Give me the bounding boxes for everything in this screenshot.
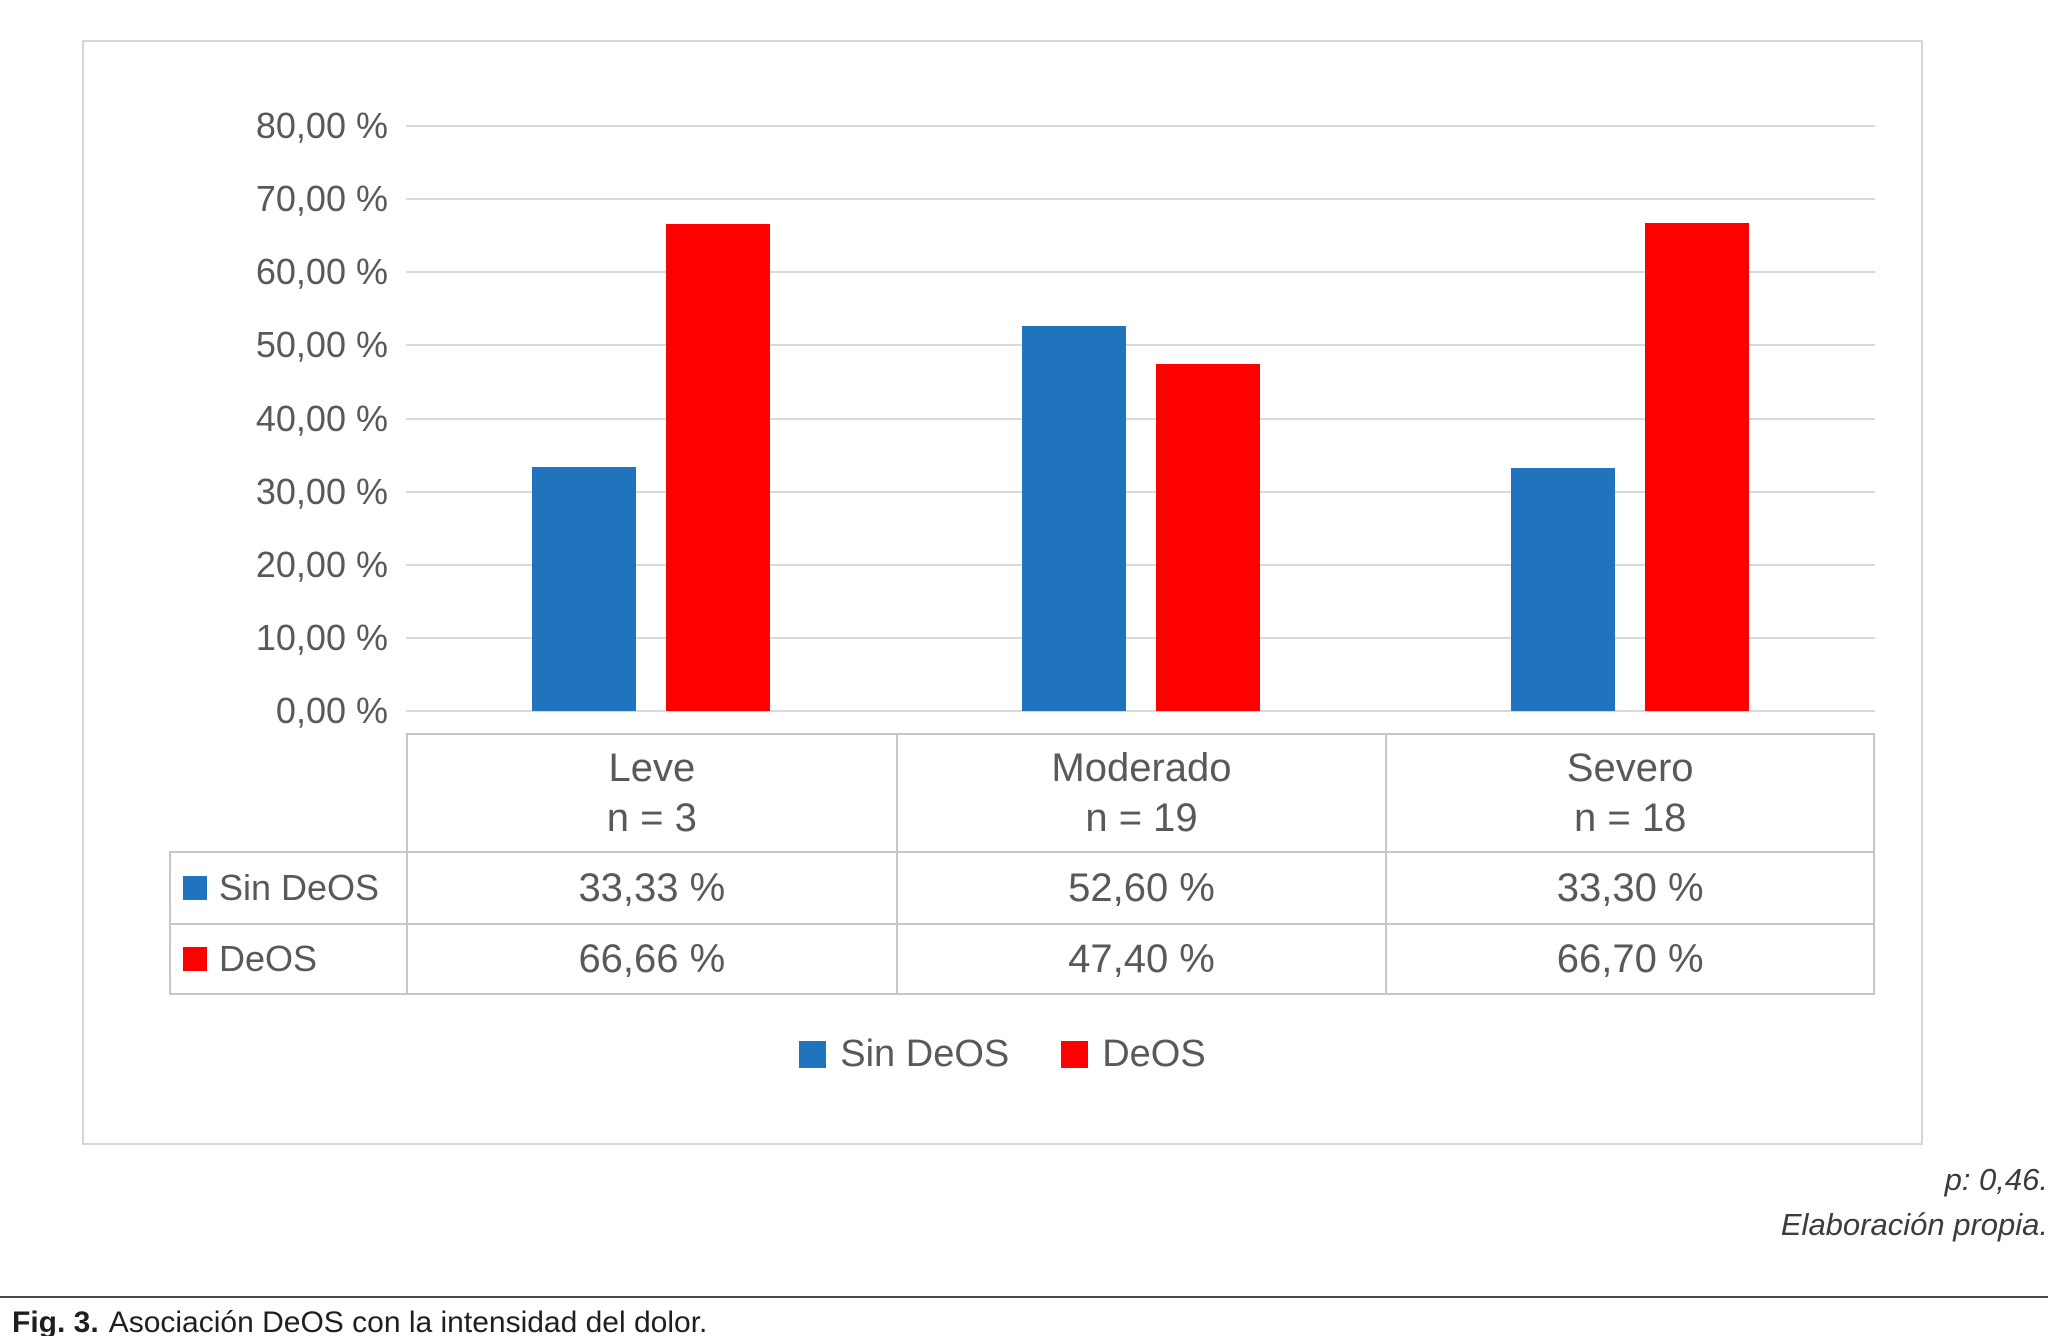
value-cell: 33,30 %	[1385, 851, 1875, 923]
bar-group-moderado	[896, 126, 1386, 711]
y-axis-label: 10,00 %	[255, 616, 388, 658]
value-cell: 66,70 %	[1385, 923, 1875, 995]
legend-label: DeOS	[1102, 1033, 1206, 1075]
y-axis-label: 40,00 %	[255, 397, 388, 439]
data-table: Leve n = 3 Moderado n = 19 Severo n = 18 Sin D…	[169, 733, 1875, 995]
bar-deos-moderado	[1155, 364, 1260, 711]
deos-legend-swatch-icon	[1061, 1041, 1089, 1068]
y-axis-label: 70,00 %	[255, 178, 388, 220]
series-label-cell-sin-deos: Sin DeOS	[169, 851, 406, 923]
series-name: Sin DeOS	[219, 867, 380, 908]
value-cell: 52,60 %	[895, 851, 1386, 923]
gridline	[406, 271, 1875, 274]
y-axis-label: 80,00 %	[255, 105, 388, 146]
category-header-leve: Leve n = 3	[406, 733, 896, 851]
gridline	[406, 710, 1875, 712]
legend-item-deos: DeOS	[1061, 1033, 1206, 1076]
gridline	[406, 490, 1875, 493]
source-note: Elaboración propia.	[1780, 1206, 2048, 1242]
deos-swatch-icon	[183, 947, 207, 971]
bar-deos-severo	[1645, 223, 1750, 711]
y-axis-label: 30,00 %	[255, 470, 388, 512]
p-value-note: p: 0,46.	[1944, 1162, 2048, 1197]
bar-sin-deos-severo	[1511, 467, 1616, 711]
bar-group-severo	[1385, 126, 1875, 711]
category-count: n = 18	[1573, 796, 1687, 840]
bar-sin-deos-moderado	[1021, 326, 1126, 711]
chart-area: 80,00 % 70,00 % 60,00 % 50,00 % 40,00 % 30,00…	[84, 105, 1921, 731]
bar-sin-deos-leve	[531, 467, 636, 711]
gridline	[406, 417, 1875, 420]
gridline	[406, 198, 1875, 201]
figure-notes: p: 0,46. Elaboración propia.	[1781, 1158, 2048, 1248]
table-corner-cell	[169, 733, 406, 851]
legend-item-sin-deos: Sin DeOS	[799, 1033, 1009, 1076]
value-cell: 47,40 %	[895, 923, 1386, 995]
category-count: n = 19	[1085, 796, 1198, 840]
caption-divider	[0, 1296, 2048, 1298]
category-header-severo: Severo n = 18	[1385, 733, 1875, 851]
category-name: Moderado	[1051, 746, 1232, 790]
bar-deos-leve	[665, 223, 770, 711]
series-name: DeOS	[219, 938, 318, 979]
gridline	[406, 125, 1875, 127]
category-name: Severo	[1566, 746, 1694, 790]
y-axis-label: 50,00 %	[255, 324, 388, 366]
y-axis-label: 60,00 %	[255, 251, 388, 293]
series-label-cell-deos: DeOS	[169, 923, 406, 995]
category-count: n = 3	[606, 796, 697, 840]
value-cell: 66,66 %	[406, 923, 896, 995]
y-axis-label: 20,00 %	[255, 543, 388, 585]
category-name: Leve	[608, 746, 696, 790]
gridline	[406, 636, 1875, 639]
gridline	[406, 563, 1875, 566]
figure-label: Fig. 3.	[12, 1306, 99, 1336]
chart-figure: 80,00 % 70,00 % 60,00 % 50,00 % 40,00 % 30,00…	[82, 40, 1923, 1145]
y-axis-label: 0,00 %	[275, 690, 388, 731]
plot-area	[406, 125, 1875, 712]
category-header-moderado: Moderado n = 19	[895, 733, 1386, 851]
legend-label: Sin DeOS	[840, 1033, 1010, 1075]
y-axis: 80,00 % 70,00 % 60,00 % 50,00 % 40,00 % 30,00…	[84, 105, 406, 731]
figure-caption: Fig. 3. Asociación DeOS con la intensidad…	[12, 1306, 707, 1336]
bar-group-leve	[406, 126, 896, 711]
gridline	[406, 344, 1875, 347]
caption-text: Asociación DeOS con la intensidad del do…	[108, 1306, 708, 1336]
legend: Sin DeOS DeOS	[84, 1033, 1921, 1076]
value-cell: 33,33 %	[406, 851, 896, 923]
sin-deos-swatch-icon	[183, 876, 207, 900]
bar-groups	[406, 126, 1875, 711]
sin-deos-legend-swatch-icon	[799, 1041, 827, 1068]
